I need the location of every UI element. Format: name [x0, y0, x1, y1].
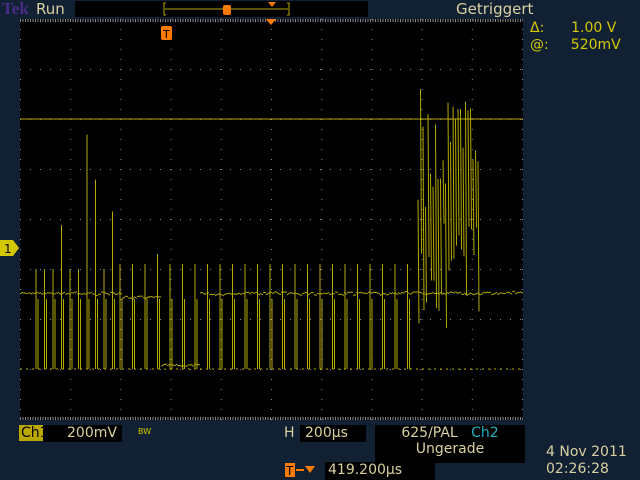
trigger-readout[interactable]: 625/PAL Ch2 Ungerade [375, 425, 525, 463]
trigger-arrow-letter: T [285, 464, 294, 478]
horizontal-position[interactable]: 419.200µs [325, 462, 435, 480]
horizontal-scale[interactable]: 200µs [300, 425, 366, 442]
date: 4 Nov 2011 [546, 444, 627, 460]
ch1-scale[interactable]: 200mV [43, 425, 122, 442]
ch1-label[interactable]: Ch1 [19, 425, 51, 441]
trigger-standard: 625/PAL [401, 425, 458, 441]
trigger-time-icon [266, 19, 276, 25]
record-view-graphic [163, 2, 290, 16]
ch1-ground-marker[interactable]: 1 [0, 240, 20, 256]
trigger-status: Getriggert [456, 0, 534, 18]
ch1-waveform [19, 89, 525, 370]
at-value: 520mV [570, 37, 621, 53]
cursor-readout: Δ: 1.00 V @: 520mV [530, 20, 621, 54]
trigger-source: Ch2 [471, 425, 499, 441]
delta-label: Δ: [530, 20, 545, 36]
delta-value: 1.00 V [571, 20, 617, 36]
time: 02:26:28 [546, 461, 609, 477]
trigger-position-icon [223, 5, 231, 15]
horizontal-label: H [284, 425, 295, 441]
record-view-bar [75, 1, 368, 17]
waveform-display: T [19, 19, 525, 420]
ch1-marker-label: 1 [4, 242, 12, 256]
bandwidth-limit-icon: BW [138, 427, 152, 436]
run-state: Run [36, 0, 65, 18]
trigger-marker-icon: T [161, 26, 172, 41]
trigger-position-arrow-icon: T [285, 463, 315, 478]
graticule-and-waveform: T [19, 19, 525, 420]
trigger-marker-body [161, 26, 172, 40]
trigger-point-icon [268, 2, 276, 7]
at-label: @: [530, 37, 549, 53]
graticule [20, 19, 524, 420]
datetime: 4 Nov 2011 02:26:28 [546, 444, 627, 478]
tek-logo: Tek [2, 0, 29, 18]
trigger-field: Ungerade [415, 441, 485, 457]
trigger-marker-letter: T [162, 28, 170, 41]
